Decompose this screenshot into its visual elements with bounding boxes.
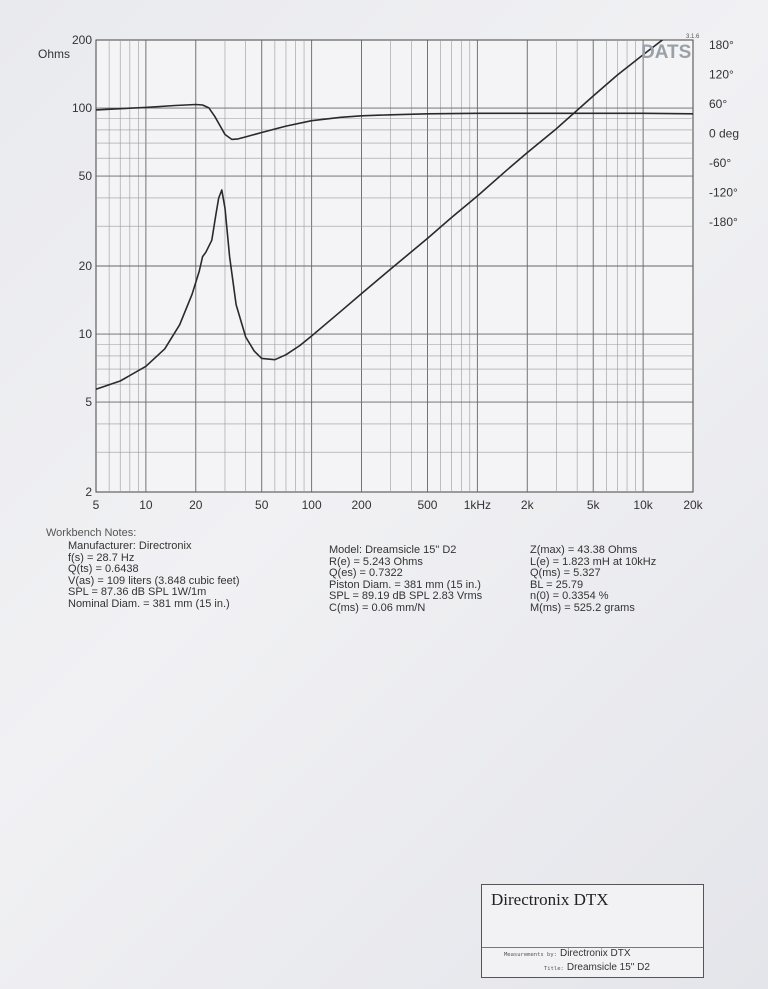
phase-curve bbox=[96, 103, 693, 141]
note-line: Q(es) = 0.7322 bbox=[329, 567, 403, 579]
note-line: n(0) = 0.3354 % bbox=[530, 590, 609, 602]
note-line: V(as) = 109 liters (3.848 cubic feet) bbox=[68, 574, 240, 587]
measurements-by-value: Directronix DTX bbox=[559, 948, 631, 959]
phase-tick-label: -120° bbox=[709, 186, 738, 200]
y-tick-label: 20 bbox=[79, 259, 93, 273]
x-tick-label: 50 bbox=[255, 498, 269, 512]
title-block-header: Directronix DTX bbox=[482, 885, 703, 948]
y-tick-label: 200 bbox=[72, 33, 92, 47]
curves bbox=[96, 40, 693, 390]
x-tick-label: 2k bbox=[521, 498, 535, 512]
notes-right-column: Z(max) = 43.38 Ohms L(e) = 1.823 mH at 10… bbox=[530, 544, 657, 614]
brand-logo: DATS bbox=[641, 42, 691, 63]
y-tick-label: 10 bbox=[79, 327, 93, 341]
x-tick-label: 20 bbox=[189, 498, 203, 512]
notes-middle-column: Model: Dreamsicle 15" D2 R(e) = 5.243 Ohm… bbox=[329, 544, 483, 614]
note-line: Nominal Diam. = 381 mm (15 in.) bbox=[68, 597, 230, 610]
x-tick-label: 10k bbox=[633, 498, 653, 512]
note-line: SPL = 87.36 dB SPL 1W/1m bbox=[68, 586, 207, 598]
phase-tick-label: 120° bbox=[709, 68, 734, 82]
y-tick-label: 50 bbox=[79, 169, 93, 183]
x-tick-label: 500 bbox=[417, 498, 437, 512]
y-unit-label: Ohms bbox=[38, 47, 70, 61]
phase-tick-label: 60° bbox=[709, 97, 727, 111]
x-tick-label: 100 bbox=[302, 498, 322, 512]
note-line: R(e) = 5.243 Ohms bbox=[329, 555, 423, 568]
axis-labels: 5 10 20 50 100 200 500 1kHz 2k 5k 10k 20k2001005020… bbox=[72, 33, 739, 512]
title-row: Title: Dreamsicle 15" D2 bbox=[544, 962, 650, 973]
notes-left-column: Manufacturer: Directronix f(s) = 28.7 Hz Q… bbox=[68, 540, 240, 610]
note-line: L(e) = 1.823 mH at 10kHz bbox=[530, 555, 657, 568]
x-tick-label: 10 bbox=[139, 498, 153, 512]
note-line: Z(max) = 43.38 Ohms bbox=[530, 544, 638, 556]
x-tick-label: 200 bbox=[352, 498, 372, 512]
x-tick-label: 5k bbox=[587, 498, 601, 512]
phase-tick-label: 0 deg bbox=[709, 127, 739, 141]
note-line: Manufacturer: Directronix bbox=[68, 540, 192, 552]
note-line: Model: Dreamsicle 15" D2 bbox=[329, 544, 457, 556]
y-tick-label: 5 bbox=[85, 395, 92, 409]
y-tick-label: 100 bbox=[72, 101, 92, 115]
measurements-by-row: Measurements by: Directronix DTX bbox=[504, 948, 631, 959]
note-line: f(s) = 28.7 Hz bbox=[68, 551, 135, 564]
impedance-chart: 5 10 20 50 100 200 500 1kHz 2k 5k 10k 20k2001005020… bbox=[38, 33, 739, 512]
note-line: Q(ms) = 5.327 bbox=[530, 567, 601, 579]
version-label: 3.1.6 bbox=[686, 34, 700, 40]
x-tick-label: 20k bbox=[683, 498, 703, 512]
x-tick-label: 1kHz bbox=[464, 498, 491, 512]
note-line: M(ms) = 525.2 grams bbox=[530, 601, 635, 614]
title-label: Title: bbox=[544, 966, 564, 972]
note-line: BL = 25.79 bbox=[530, 578, 584, 591]
note-line: SPL = 89.19 dB SPL 2.83 Vrms bbox=[329, 590, 483, 602]
note-line: C(ms) = 0.06 mm/N bbox=[329, 601, 426, 614]
impedance-curve bbox=[96, 40, 664, 390]
workbench-notes-heading: Workbench Notes: bbox=[46, 527, 137, 539]
y-tick-label: 2 bbox=[85, 485, 92, 499]
title-value: Dreamsicle 15" D2 bbox=[566, 962, 650, 973]
phase-tick-label: -60° bbox=[709, 156, 731, 170]
title-block: Directronix DTX Measurements by: Directro… bbox=[481, 884, 704, 978]
x-tick-label: 5 bbox=[93, 498, 100, 512]
phase-tick-label: 180° bbox=[709, 38, 734, 52]
note-line: Q(ts) = 0.6438 bbox=[68, 563, 139, 575]
measurements-by-label: Measurements by: bbox=[504, 952, 557, 958]
title-block-brand: Directronix DTX bbox=[491, 890, 609, 909]
note-line: Piston Diam. = 381 mm (15 in.) bbox=[329, 578, 481, 591]
phase-tick-label: -180° bbox=[709, 215, 738, 229]
